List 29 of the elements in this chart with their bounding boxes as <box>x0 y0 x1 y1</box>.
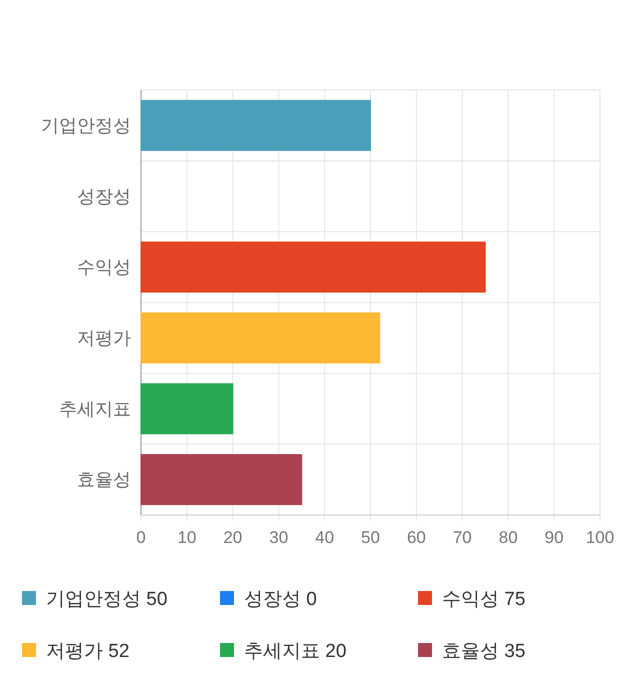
x-tick-label: 70 <box>452 528 472 547</box>
y-tick-label: 추세지표 <box>59 398 131 419</box>
legend-label: 효율성 35 <box>442 641 526 662</box>
legend-item: 추세지표 20 <box>220 641 346 662</box>
x-tick-label: 50 <box>361 528 380 547</box>
x-tick-label: 10 <box>177 528 196 547</box>
y-tick-label: 효율성 <box>77 470 131 490</box>
legend-label: 수익성 75 <box>442 589 526 610</box>
y-tick-label: 기업안정성 <box>41 115 131 136</box>
x-tick-label: 30 <box>269 528 288 547</box>
legend-item: 기업안정성 50 <box>22 589 168 610</box>
y-tick-label: 수익성 <box>77 257 131 278</box>
legend-label: 추세지표 20 <box>244 641 346 662</box>
x-tick-label: 20 <box>223 528 242 547</box>
legend-label: 성장성 0 <box>244 589 317 610</box>
legend-item: 성장성 0 <box>220 589 317 610</box>
legend-label: 기업안정성 50 <box>46 589 168 610</box>
legend-label: 저평가 52 <box>46 641 130 662</box>
legend-item: 수익성 75 <box>418 589 526 610</box>
x-tick-label: 100 <box>586 528 614 547</box>
x-tick-label: 40 <box>315 528 334 547</box>
y-tick-label: 저평가 <box>77 328 131 348</box>
y-tick-label: 성장성 <box>77 186 131 206</box>
x-tick-label: 90 <box>544 528 564 547</box>
x-tick-label: 80 <box>498 528 518 547</box>
x-tick-label: 0 <box>136 528 146 547</box>
legend-item: 저평가 52 <box>22 641 130 662</box>
legend-item: 효율성 35 <box>418 641 526 662</box>
x-tick-label: 60 <box>406 528 426 547</box>
